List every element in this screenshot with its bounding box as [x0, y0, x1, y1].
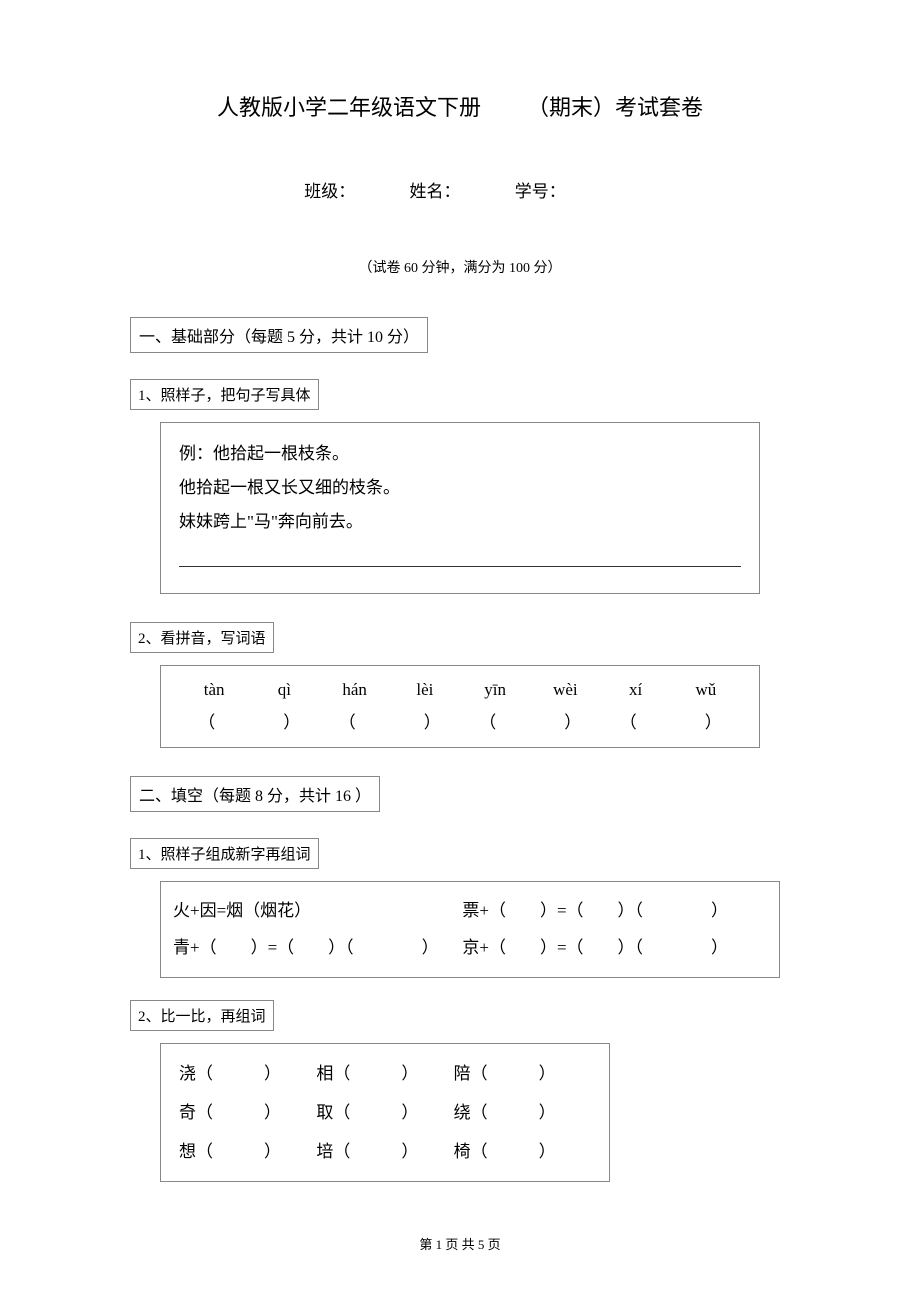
section2-q1-label: 1、照样子组成新字再组词 — [130, 838, 319, 869]
paren-row: （ ） （ ） （ ） （ ） — [179, 704, 741, 737]
section2-q2-label: 2、比一比，再组词 — [130, 1000, 274, 1031]
pinyin-3: lèi — [390, 680, 460, 700]
q1-line1: 例：他拾起一根枝条。 — [179, 437, 741, 471]
section2-q2-box: 浇（ ） 相（ ） 陪（ ） 奇（ ） 取（ ） 绕（ ） 想（ ） 培（ ） … — [160, 1043, 610, 1182]
pinyin-5: wèi — [530, 680, 600, 700]
section1-q1-label: 1、照样子，把句子写具体 — [130, 379, 319, 410]
student-info-row: 班级： 姓名： 学号： — [90, 177, 830, 202]
compose-r1-left: 火+因=烟（烟花） — [173, 892, 458, 929]
pinyin-4: yīn — [460, 680, 530, 700]
paren-g4: （ ） — [601, 708, 742, 733]
q1-line3: 妹妹跨上"马"奔向前去。 — [179, 505, 741, 539]
paren-g1: （ ） — [179, 708, 320, 733]
q1-blank-line — [179, 549, 741, 567]
section1-q1-box: 例：他拾起一根枝条。 他拾起一根又长又细的枝条。 妹妹跨上"马"奔向前去。 — [160, 422, 760, 594]
section2-q1-box: 火+因=烟（烟花） 票+（ ）=（ ）（ ） 青+（ ）=（ ）（ ） 京+（ … — [160, 881, 780, 978]
paren-g3: （ ） — [460, 708, 601, 733]
compose-r2-right: 京+（ ）=（ ）（ ） — [462, 929, 759, 966]
compare-row1: 奇（ ） 取（ ） 绕（ ） — [179, 1093, 591, 1132]
cmp-2-1: 培（ ） — [316, 1132, 453, 1171]
cmp-0-1: 相（ ） — [316, 1054, 453, 1093]
name-label: 姓名： — [410, 177, 461, 202]
title-part2: （期末）考试套卷 — [527, 95, 703, 120]
pinyin-2: hán — [320, 680, 390, 700]
cmp-2-2: 椅（ ） — [454, 1132, 591, 1171]
section1-header: 一、基础部分（每题 5 分，共计 10 分） — [130, 317, 428, 353]
compose-r2-left: 青+（ ）=（ ）（ ） — [173, 929, 458, 966]
class-label: 班级： — [304, 177, 355, 202]
cmp-0-2: 陪（ ） — [454, 1054, 591, 1093]
section1-q2-label: 2、看拼音，写词语 — [130, 622, 274, 653]
pinyin-6: xí — [601, 680, 671, 700]
section1-q2-box: tàn qì hán lèi yīn wèi xí wǔ （ ） （ ） （ ）… — [160, 665, 760, 748]
paren-g2: （ ） — [320, 708, 461, 733]
cmp-1-1: 取（ ） — [316, 1093, 453, 1132]
pinyin-row: tàn qì hán lèi yīn wèi xí wǔ — [179, 676, 741, 704]
exam-title: 人教版小学二年级语文下册 （期末）考试套卷 — [90, 90, 830, 122]
compose-row1: 火+因=烟（烟花） 票+（ ）=（ ）（ ） — [173, 892, 767, 929]
compose-r1-right: 票+（ ）=（ ）（ ） — [462, 892, 759, 929]
section2-header: 二、填空（每题 8 分，共计 16 ） — [130, 776, 380, 812]
id-label: 学号： — [515, 177, 566, 202]
pinyin-1: qì — [249, 680, 319, 700]
cmp-1-2: 绕（ ） — [454, 1093, 591, 1132]
compare-row2: 想（ ） 培（ ） 椅（ ） — [179, 1132, 591, 1171]
compare-row0: 浇（ ） 相（ ） 陪（ ） — [179, 1054, 591, 1093]
title-part1: 人教版小学二年级语文下册 — [217, 95, 481, 120]
cmp-1-0: 奇（ ） — [179, 1093, 316, 1132]
cmp-2-0: 想（ ） — [179, 1132, 316, 1171]
pinyin-0: tàn — [179, 680, 249, 700]
compose-row2: 青+（ ）=（ ）（ ） 京+（ ）=（ ）（ ） — [173, 929, 767, 966]
cmp-0-0: 浇（ ） — [179, 1054, 316, 1093]
page-footer: 第 1 页 共 5 页 — [0, 1234, 920, 1253]
pinyin-7: wǔ — [671, 680, 741, 700]
exam-meta: （试卷 60 分钟，满分为 100 分） — [90, 257, 830, 277]
q1-line2: 他拾起一根又长又细的枝条。 — [179, 471, 741, 505]
